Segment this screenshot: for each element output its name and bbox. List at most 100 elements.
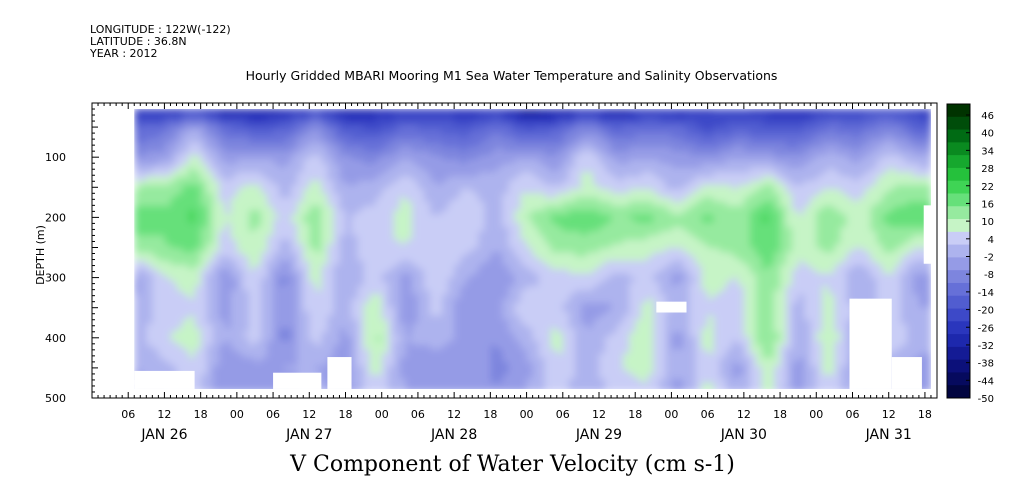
field-cell — [333, 349, 340, 354]
field-cell — [194, 205, 202, 211]
field-cell — [574, 277, 582, 283]
field-cell — [188, 307, 196, 312]
field-cell — [514, 189, 522, 194]
field-cell — [369, 298, 377, 304]
field-cell — [568, 252, 576, 258]
field-cell — [430, 176, 437, 182]
field-cell — [508, 353, 516, 359]
field-cell — [134, 366, 141, 371]
field-cell — [291, 210, 298, 215]
field-cell — [363, 125, 371, 131]
field-cell — [381, 315, 389, 321]
field-cell — [242, 159, 250, 165]
field-cell — [448, 113, 455, 118]
field-cell — [375, 248, 383, 253]
field-cell — [442, 345, 449, 350]
field-cell — [424, 134, 431, 140]
field-cell — [140, 332, 147, 338]
field-cell — [556, 269, 564, 274]
field-cell — [315, 235, 322, 241]
field-cell — [255, 210, 262, 215]
field-cell — [303, 184, 310, 190]
field-cell — [538, 210, 546, 215]
field-cell — [255, 382, 262, 388]
field-cell — [538, 134, 546, 140]
field-cell — [242, 315, 250, 321]
field-cell — [393, 260, 401, 266]
field-cell — [188, 264, 196, 270]
field-cell — [466, 180, 473, 186]
field-cell — [580, 113, 588, 118]
field-cell — [357, 361, 365, 367]
field-cell — [309, 227, 316, 232]
field-cell — [375, 222, 383, 228]
field-cell — [146, 138, 153, 144]
field-cell — [454, 130, 461, 135]
field-cell — [206, 349, 214, 354]
field-cell — [146, 184, 153, 190]
field-cell — [387, 273, 395, 279]
field-cell — [255, 155, 262, 161]
field-cell — [206, 146, 214, 152]
field-cell — [556, 252, 564, 258]
field-cell — [381, 319, 389, 325]
field-cell — [538, 222, 546, 228]
field-cell — [580, 125, 588, 131]
field-cell — [279, 109, 286, 114]
field-cell — [176, 273, 184, 279]
field-cell — [236, 353, 244, 359]
field-cell — [218, 298, 226, 304]
field-cell — [285, 277, 292, 283]
field-cell — [430, 222, 437, 228]
field-cell — [442, 113, 449, 118]
field-cell — [526, 349, 534, 354]
field-cell — [261, 252, 268, 258]
field-cell — [430, 382, 437, 388]
field-cell — [417, 218, 425, 224]
field-cell — [532, 155, 540, 161]
field-cell — [448, 256, 455, 262]
field-cell — [255, 252, 262, 258]
field-cell — [526, 239, 534, 245]
field-cell — [568, 176, 576, 182]
field-cell — [267, 231, 274, 236]
field-cell — [502, 134, 509, 140]
field-cell — [327, 231, 334, 236]
field-cell — [496, 231, 503, 236]
field-cell — [218, 252, 226, 258]
field-cell — [460, 302, 467, 308]
field-cell — [399, 227, 407, 232]
field-cell — [466, 269, 473, 274]
field-cell — [363, 256, 371, 262]
field-cell — [333, 336, 340, 342]
field-cell — [369, 269, 377, 274]
field-cell — [399, 222, 407, 228]
field-cell — [411, 248, 419, 253]
field-cell — [315, 159, 322, 165]
field-cell — [176, 125, 184, 131]
field-cell — [393, 239, 401, 245]
field-cell — [273, 197, 280, 203]
field-cell — [339, 319, 347, 325]
field-cell — [188, 218, 196, 224]
field-cell — [303, 197, 310, 203]
field-cell — [568, 248, 576, 253]
field-cell — [430, 298, 437, 304]
field-cell — [170, 340, 178, 346]
field-cell — [279, 345, 286, 350]
field-cell — [224, 290, 232, 295]
field-cell — [502, 109, 509, 114]
field-cell — [502, 151, 509, 156]
field-cell — [490, 366, 497, 371]
field-cell — [568, 146, 576, 152]
field-cell — [333, 281, 340, 287]
field-cell — [309, 353, 316, 359]
field-cell — [327, 151, 334, 156]
field-cell — [448, 252, 455, 258]
field-cell — [442, 302, 449, 308]
field-cell — [574, 340, 582, 346]
field-cell — [351, 151, 359, 156]
field-cell — [212, 281, 220, 287]
field-cell — [134, 336, 141, 342]
field-cell — [466, 113, 473, 118]
